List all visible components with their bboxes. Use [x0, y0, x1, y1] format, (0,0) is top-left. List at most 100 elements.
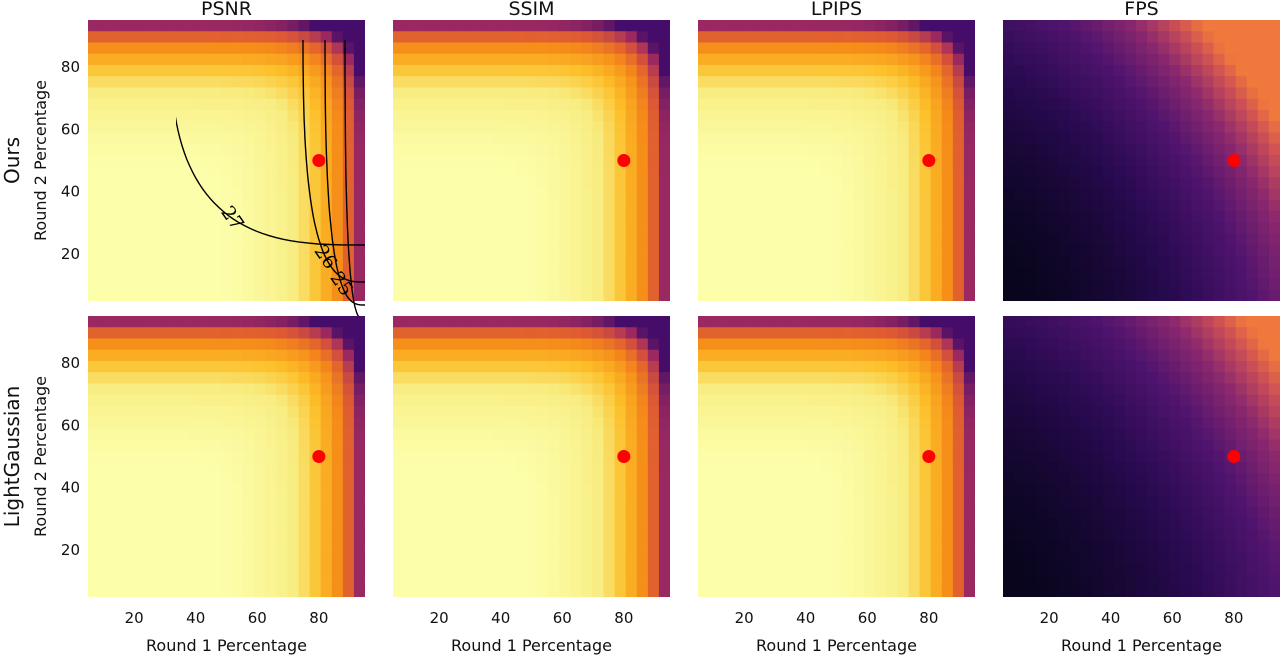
heatmap-cell: [220, 428, 233, 441]
heatmap-cell: [220, 42, 233, 55]
heatmap-cell: [459, 109, 472, 122]
heatmap-cell: [165, 256, 178, 268]
heatmap-cell: [1180, 473, 1192, 486]
heatmap-cell: [1113, 188, 1126, 201]
heatmap-cell: [320, 394, 333, 407]
heatmap-cell: [1180, 222, 1192, 235]
contour-line-24: [344, 40, 366, 321]
heatmap-cell: [187, 289, 200, 301]
heatmap-cell: [404, 405, 416, 418]
heatmap-cell: [342, 267, 355, 280]
heatmap-cell: [404, 327, 416, 340]
heatmap-cell: [603, 372, 616, 385]
heatmap-cell: [842, 428, 854, 441]
heatmap-cell: [808, 417, 821, 429]
heatmap-cell: [165, 563, 178, 576]
heatmap-cell: [459, 462, 472, 474]
heatmap-cell: [287, 267, 300, 280]
heatmap-cell: [842, 540, 854, 553]
heatmap-cell: [808, 394, 821, 407]
heatmap-cell: [952, 109, 965, 122]
heatmap-cell: [121, 278, 133, 291]
heatmap-cell: [503, 372, 516, 385]
heatmap-cell: [1102, 552, 1115, 564]
heatmap-cell: [819, 166, 832, 178]
heatmap-cell: [1147, 450, 1159, 463]
heatmap-cell: [320, 563, 333, 576]
heatmap-cell: [658, 143, 670, 156]
heatmap-cell: [647, 64, 660, 77]
heatmap-cell: [1025, 154, 1037, 167]
heatmap-cell: [919, 462, 932, 474]
heatmap-cell: [1036, 507, 1048, 519]
heatmap-cell: [1224, 76, 1237, 89]
heatmap-cell: [99, 31, 111, 44]
heatmap-cell: [176, 132, 189, 145]
heatmap-cell: [614, 585, 627, 597]
heatmap-cell: [864, 495, 876, 508]
heatmap-cell: [459, 188, 472, 201]
heatmap-cell: [470, 211, 483, 223]
heatmap-cell: [1047, 143, 1059, 156]
heatmap-cell: [1257, 222, 1270, 235]
heatmap-cell: [426, 188, 438, 201]
heatmap-cell: [1102, 31, 1115, 44]
heatmap-cell: [220, 585, 233, 597]
heatmap-cell: [1268, 76, 1280, 89]
heatmap-cell: [470, 188, 483, 201]
heatmap-cell: [187, 574, 200, 587]
heatmap-cell: [797, 244, 810, 257]
heatmap-cell: [99, 383, 111, 396]
heatmap-cell: [875, 405, 887, 418]
heatmap-cell: [658, 64, 670, 77]
heatmap-cell: [415, 484, 427, 497]
heatmap-cell: [165, 109, 178, 122]
heatmap-cell: [154, 188, 167, 201]
heatmap-cell: [625, 585, 638, 597]
heatmap-cell: [1014, 166, 1026, 178]
heatmap-cell: [1213, 327, 1226, 340]
heatmap-cell: [1180, 143, 1192, 156]
heatmap-cell: [952, 188, 965, 201]
heatmap-cell: [426, 574, 438, 587]
heatmap-cell: [404, 222, 416, 235]
heatmap-cell: [1202, 495, 1215, 508]
heatmap-cell: [1058, 529, 1071, 542]
heatmap-cell: [121, 98, 133, 111]
heatmap-cell: [492, 552, 505, 564]
heatmap-cell: [952, 121, 965, 133]
heatmap-cell: [559, 417, 571, 429]
heatmap-cell: [853, 177, 865, 190]
heatmap-cell: [220, 31, 233, 44]
heatmap-cell: [753, 211, 766, 223]
heatmap-cell: [437, 473, 449, 486]
heatmap-cell: [875, 540, 887, 553]
heatmap-cell: [176, 394, 189, 407]
heatmap-cell: [1080, 267, 1093, 280]
heatmap-cell: [232, 132, 244, 145]
heatmap-cell: [930, 552, 943, 564]
heatmap-cell: [243, 267, 255, 280]
heatmap-cell: [1268, 31, 1280, 44]
heatmap-cell: [154, 244, 167, 257]
heatmap-cell: [176, 349, 189, 362]
heatmap-cell: [1003, 518, 1015, 531]
heatmap-cell: [963, 529, 975, 542]
heatmap-cell: [559, 233, 571, 246]
heatmap-cell: [481, 316, 494, 328]
heatmap-cell: [514, 256, 527, 268]
heatmap-cell: [154, 507, 167, 519]
heatmap-cell: [1014, 574, 1026, 587]
heatmap-cell: [1224, 166, 1237, 178]
heatmap-cell: [320, 529, 333, 542]
heatmap-cell: [1158, 244, 1170, 257]
heatmap-cell: [165, 585, 178, 597]
heatmap-cell: [930, 462, 943, 474]
heatmap-cell: [1246, 64, 1259, 77]
heatmap-cell: [1003, 552, 1015, 564]
heatmap-cell: [481, 177, 494, 190]
heatmap-cell: [1268, 53, 1280, 66]
heatmap-cell: [1058, 233, 1071, 246]
heatmap-cell: [320, 278, 333, 291]
heatmap-cell: [1257, 278, 1270, 291]
